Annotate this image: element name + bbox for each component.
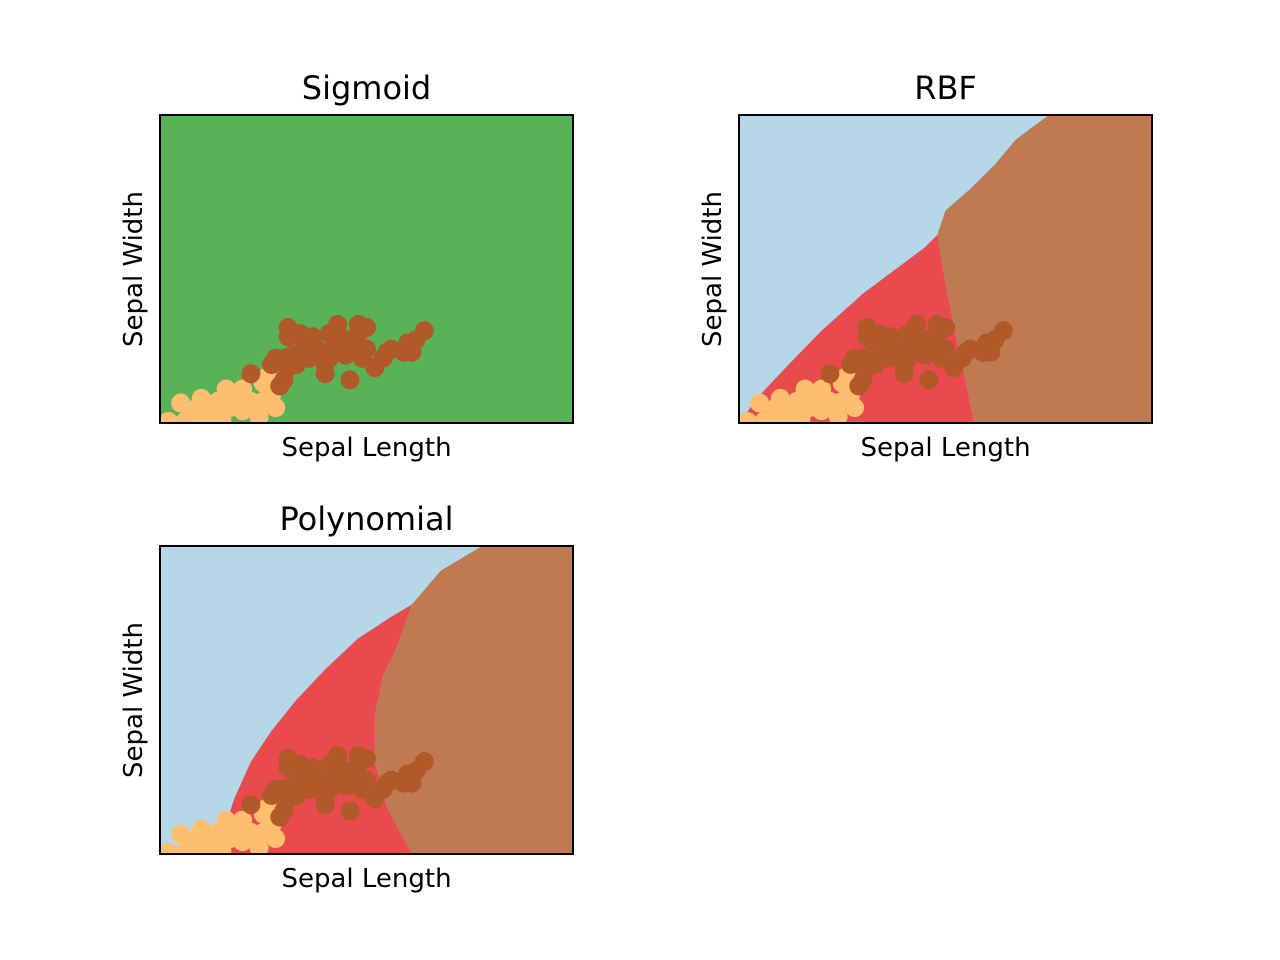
data-point-brown-point [414, 752, 434, 772]
x-axis-label: Sepal Length [281, 433, 451, 463]
data-point-brown-point [919, 370, 939, 390]
subplot-title: Sigmoid [302, 69, 431, 107]
decision-region-green [160, 115, 573, 423]
data-point-brown-point [936, 339, 955, 359]
plot-area [160, 546, 573, 854]
decision-region-red [739, 235, 975, 423]
axes-frame [159, 545, 574, 855]
data-point-orange [171, 824, 191, 844]
data-point-orange [770, 388, 790, 408]
axes-frame [738, 114, 1153, 424]
data-point-brown-point [357, 318, 376, 337]
data-point-orange [266, 398, 286, 418]
data-point-orange [739, 412, 757, 423]
data-point-brown-point [993, 321, 1013, 341]
y-axis-label: Sepal Width [119, 191, 149, 347]
data-point-orange [171, 393, 191, 413]
data-point-orange [249, 407, 269, 423]
data-point-orange [750, 393, 770, 413]
data-point-brown-point [241, 795, 261, 815]
data-point-orange [160, 412, 178, 423]
data-point-orange [191, 819, 211, 839]
subplot-title: Polynomial [280, 500, 454, 538]
plot-area [739, 115, 1152, 423]
data-point-brown-point [414, 321, 434, 341]
subplot-title: RBF [914, 69, 977, 107]
plot-area [160, 115, 573, 423]
data-point-brown-point [328, 745, 348, 765]
data-point-orange [828, 407, 848, 423]
data-point-brown-point [328, 314, 348, 334]
data-point-brown-point [357, 770, 376, 790]
decision-region-brown-region [374, 546, 573, 854]
subplot-2: RBF Sepal Length Sepal Width [698, 69, 1153, 463]
data-point-brown-point [357, 339, 376, 359]
data-point-brown-point [936, 318, 955, 337]
y-axis-label: Sepal Width [698, 191, 728, 347]
data-point-orange [160, 843, 178, 854]
data-point-orange [845, 398, 865, 418]
subplot-1: Sigmoid Sepal Length Sepal Width [119, 69, 574, 463]
y-axis-label: Sepal Width [119, 622, 149, 778]
axes-frame [159, 114, 574, 424]
data-point-orange [266, 829, 286, 849]
data-point-brown-point [820, 364, 840, 384]
x-axis-label: Sepal Length [281, 864, 451, 894]
data-point-brown-point [907, 314, 927, 334]
data-point-orange [249, 838, 269, 854]
data-point-brown-point [357, 749, 376, 768]
data-point-orange [191, 388, 211, 408]
data-point-brown-point [340, 801, 360, 821]
subplot-3: Polynomial Sepal Length Sepal Width [119, 500, 574, 894]
x-axis-label: Sepal Length [860, 433, 1030, 463]
data-point-brown-point [241, 364, 261, 384]
data-point-brown-point [340, 370, 360, 390]
